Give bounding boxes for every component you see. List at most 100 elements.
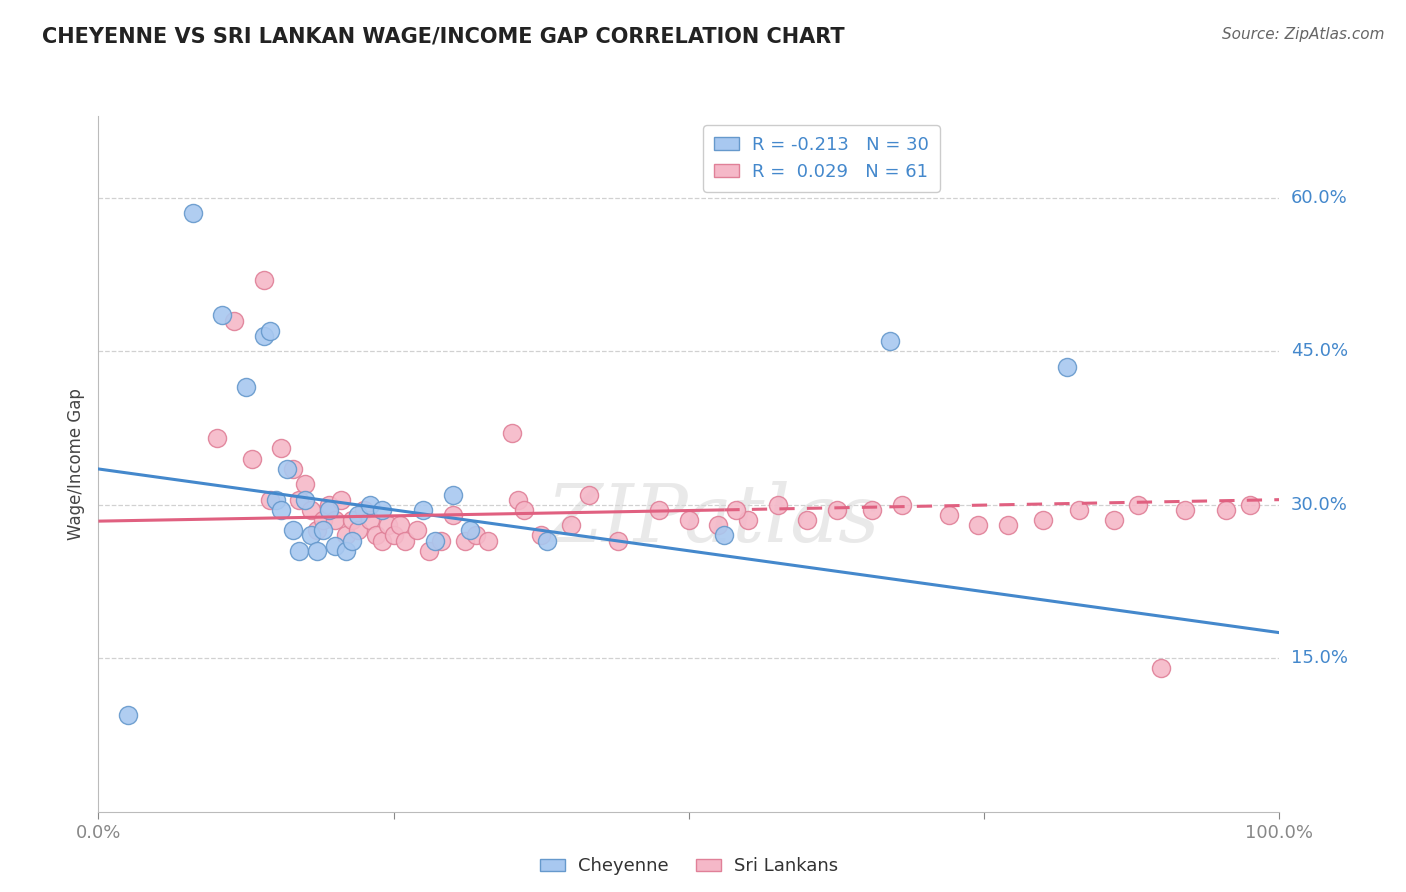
- Point: [825, 503, 848, 517]
- Point: [235, 380, 257, 394]
- Point: [353, 503, 375, 517]
- Point: [512, 503, 534, 517]
- Point: [288, 544, 311, 558]
- Point: [578, 487, 600, 501]
- Point: [240, 451, 263, 466]
- Point: [371, 533, 394, 548]
- Point: [560, 518, 582, 533]
- Point: [382, 528, 405, 542]
- Point: [796, 513, 818, 527]
- Point: [294, 477, 316, 491]
- Point: [312, 524, 335, 538]
- Point: [1150, 661, 1173, 675]
- Text: CHEYENNE VS SRI LANKAN WAGE/INCOME GAP CORRELATION CHART: CHEYENNE VS SRI LANKAN WAGE/INCOME GAP C…: [42, 27, 845, 46]
- Point: [460, 524, 482, 538]
- Point: [299, 528, 322, 542]
- Text: ZIPatlas: ZIPatlas: [546, 481, 879, 558]
- Y-axis label: Wage/Income Gap: Wage/Income Gap: [67, 388, 86, 540]
- Point: [294, 492, 316, 507]
- Point: [283, 524, 305, 538]
- Point: [264, 492, 287, 507]
- Point: [224, 313, 246, 327]
- Point: [323, 513, 346, 527]
- Point: [342, 513, 364, 527]
- Point: [377, 518, 399, 533]
- Point: [259, 324, 281, 338]
- Point: [938, 508, 960, 522]
- Point: [323, 539, 346, 553]
- Point: [707, 518, 730, 533]
- Point: [465, 528, 488, 542]
- Point: [536, 533, 558, 548]
- Point: [1239, 498, 1261, 512]
- Point: [737, 513, 759, 527]
- Point: [305, 544, 328, 558]
- Point: [394, 533, 416, 548]
- Point: [253, 329, 276, 343]
- Point: [477, 533, 499, 548]
- Point: [648, 503, 671, 517]
- Point: [318, 498, 340, 512]
- Point: [371, 503, 394, 517]
- Point: [388, 518, 411, 533]
- Point: [364, 528, 387, 542]
- Point: [318, 503, 340, 517]
- Point: [181, 206, 204, 220]
- Point: [359, 513, 381, 527]
- Point: [347, 524, 370, 538]
- Point: [412, 503, 434, 517]
- Point: [860, 503, 883, 517]
- Point: [725, 503, 748, 517]
- Point: [335, 528, 357, 542]
- Point: [453, 533, 475, 548]
- Point: [1056, 359, 1078, 374]
- Point: [335, 544, 357, 558]
- Point: [270, 442, 292, 456]
- Point: [1126, 498, 1149, 512]
- Point: [890, 498, 912, 512]
- Point: [1174, 503, 1197, 517]
- Point: [607, 533, 630, 548]
- Point: [713, 528, 735, 542]
- Point: [359, 498, 381, 512]
- Point: [406, 524, 429, 538]
- Point: [418, 544, 440, 558]
- Point: [1067, 503, 1090, 517]
- Text: 60.0%: 60.0%: [1291, 189, 1347, 207]
- Point: [430, 533, 453, 548]
- Point: [1102, 513, 1125, 527]
- Point: [283, 462, 305, 476]
- Point: [441, 487, 464, 501]
- Point: [997, 518, 1019, 533]
- Point: [253, 273, 276, 287]
- Text: 15.0%: 15.0%: [1291, 649, 1347, 667]
- Legend: Cheyenne, Sri Lankans: Cheyenne, Sri Lankans: [533, 850, 845, 883]
- Point: [117, 707, 139, 722]
- Point: [1032, 513, 1054, 527]
- Point: [1215, 503, 1237, 517]
- Point: [205, 431, 228, 445]
- Point: [276, 462, 298, 476]
- Point: [299, 503, 322, 517]
- Point: [342, 533, 364, 548]
- Point: [288, 492, 311, 507]
- Point: [423, 533, 446, 548]
- Point: [501, 426, 523, 441]
- Point: [441, 508, 464, 522]
- Point: [270, 503, 292, 517]
- Point: [766, 498, 789, 512]
- Point: [305, 524, 328, 538]
- Text: Source: ZipAtlas.com: Source: ZipAtlas.com: [1222, 27, 1385, 42]
- Point: [678, 513, 700, 527]
- Point: [879, 334, 901, 348]
- Text: 45.0%: 45.0%: [1291, 343, 1348, 360]
- Point: [530, 528, 553, 542]
- Point: [259, 492, 281, 507]
- Point: [329, 492, 352, 507]
- Point: [347, 508, 370, 522]
- Point: [506, 492, 529, 507]
- Point: [312, 513, 335, 527]
- Point: [211, 309, 233, 323]
- Point: [967, 518, 990, 533]
- Text: 30.0%: 30.0%: [1291, 496, 1347, 514]
